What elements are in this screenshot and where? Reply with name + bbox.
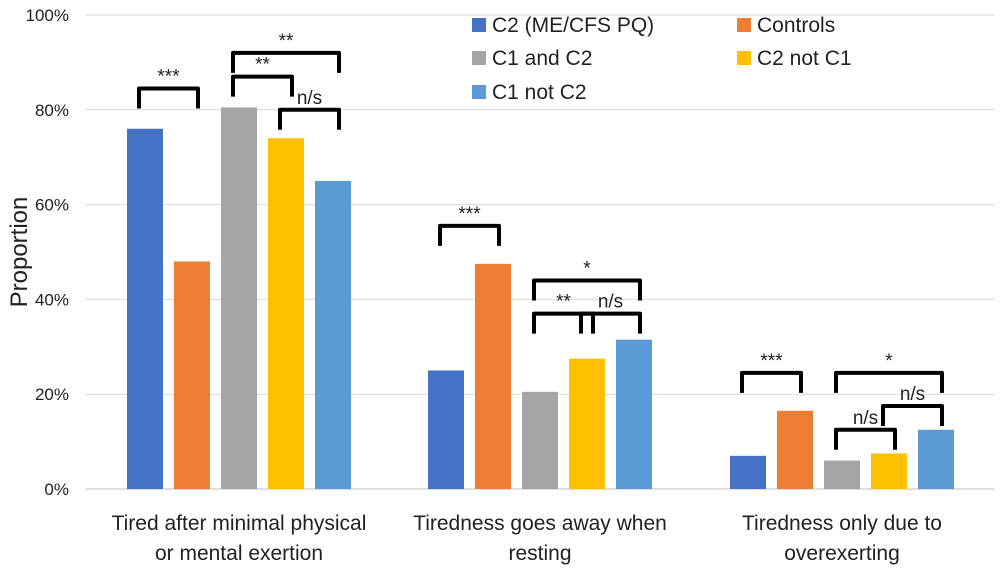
bar-c2-not-c1 [871,453,907,489]
significance-bracket [438,223,501,246]
significance-bracket [231,74,294,97]
significance-bracket [740,370,803,393]
significance-label: n/s [297,88,322,109]
bar-controls [777,410,813,489]
y-tick-label: 100% [26,6,69,25]
significance-bracket [834,427,897,450]
legend-label: C2 (ME/CFS PQ) [492,14,654,37]
category-label: or mental exertion [155,542,323,565]
y-tick-label: 60% [35,196,69,215]
bar-c1-not-c2 [918,429,954,489]
category-label: Tiredness goes away when [413,512,667,535]
bar-c1-not-c2 [616,339,652,489]
y-tick-label: 20% [35,385,69,404]
significance-bracket [231,50,341,73]
category-label: Tired after minimal physical [112,512,367,535]
significance-label: ** [279,31,294,52]
bar-controls [174,261,210,489]
bar-c2-me-cfs-pq [127,128,163,489]
bar-c2-not-c1 [569,358,605,489]
significance-bracket [137,86,200,109]
significance-label: *** [760,351,783,372]
legend-label: C2 not C1 [757,47,852,70]
significance-label: ** [556,292,571,313]
significance-label: n/s [598,292,623,313]
category-label: overexerting [784,542,900,565]
legend-swatch [737,18,751,32]
significance-bracket [532,311,595,334]
bar-c2-me-cfs-pq [428,370,464,489]
bar-controls [475,263,511,489]
significance-label: * [583,258,591,279]
significance-bracket [579,311,642,334]
bar-c1-and-c2 [221,107,257,490]
legend-swatch [472,51,486,65]
legend-label: Controls [757,14,835,37]
y-axis-label: Proportion [6,197,33,308]
category-label: resting [508,542,571,565]
bar-c1-and-c2 [522,391,558,489]
significance-bracket [881,404,944,427]
legend-label: C1 and C2 [492,47,592,70]
legend-swatch [472,18,486,32]
significance-label: *** [157,66,180,87]
significance-bracket [278,107,341,130]
bar-c2-not-c1 [268,138,304,490]
significance-label: n/s [900,384,925,405]
significance-label: n/s [853,408,878,429]
bar-c2-me-cfs-pq [730,455,766,489]
bar-c1-not-c2 [315,180,351,489]
significance-label: * [885,351,893,372]
legend-swatch [472,85,486,99]
significance-bracket [834,370,944,393]
category-label: Tiredness only due to [742,512,942,535]
y-tick-label: 0% [44,480,69,499]
y-tick-label: 40% [35,290,69,309]
significance-label: ** [255,55,270,76]
significance-bracket [532,278,642,301]
significance-label: *** [458,204,481,225]
bar-c1-and-c2 [824,460,860,489]
legend-label: C1 not C2 [492,81,587,104]
y-tick-label: 80% [35,101,69,120]
legend-swatch [737,51,751,65]
